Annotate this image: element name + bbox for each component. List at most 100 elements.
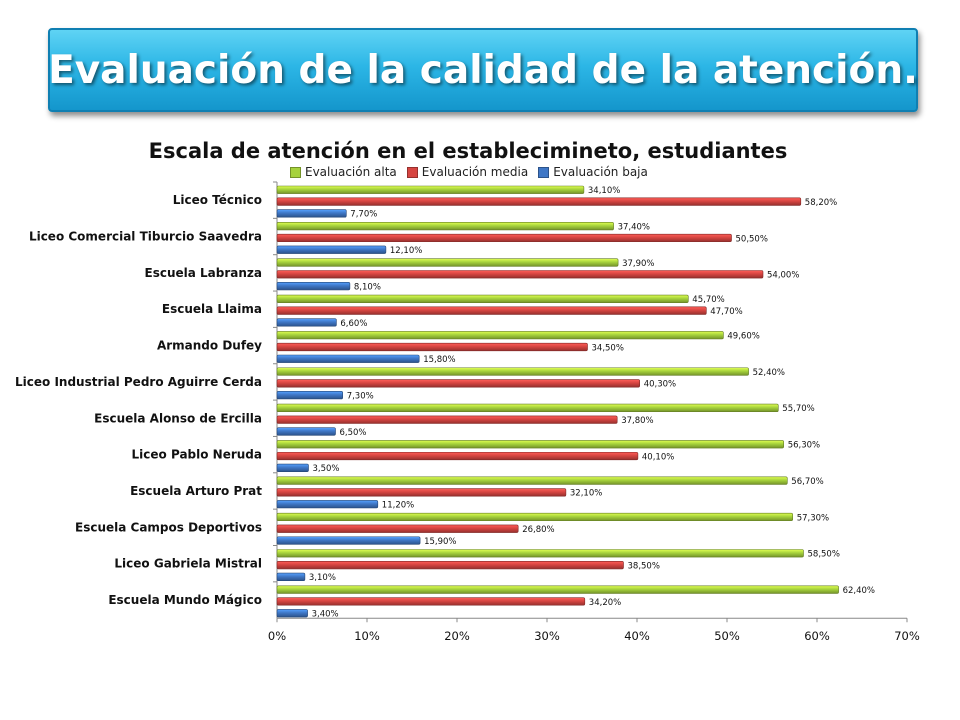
- data-label-baja: 6,60%: [340, 319, 367, 329]
- bar-alta: [276, 367, 749, 376]
- data-label-alta: 56,30%: [788, 441, 820, 451]
- legend-swatch-baja: [538, 166, 550, 178]
- x-tick-label: 60%: [804, 629, 830, 643]
- bar-alta: [276, 585, 839, 594]
- bar-baja: [276, 245, 387, 254]
- bar-media: [276, 488, 567, 497]
- data-label-media: 34,50%: [592, 343, 624, 353]
- data-label-baja: 6,50%: [340, 428, 367, 438]
- bar-baja: [276, 209, 347, 218]
- category-label: Liceo Técnico: [173, 193, 262, 207]
- chart-title: Escala de atención en el establecimineto…: [148, 139, 788, 163]
- bar-media: [276, 270, 764, 279]
- legend-label-baja: Evaluación baja: [553, 165, 648, 179]
- data-label-baja: 3,40%: [312, 610, 339, 620]
- bar-baja: [276, 463, 309, 472]
- category-label: Liceo Gabriela Mistral: [114, 557, 262, 571]
- bar-alta: [276, 185, 585, 194]
- bar-baja: [276, 354, 420, 363]
- slide-title: Evaluación de la calidad de la atención.: [48, 47, 918, 93]
- data-label-media: 34,20%: [589, 598, 621, 608]
- bar-media: [276, 597, 586, 606]
- data-label-alta: 49,60%: [727, 332, 759, 342]
- bar-media: [276, 233, 732, 243]
- data-label-alta: 37,90%: [622, 259, 654, 269]
- category-label: Escuela Arturo Prat: [130, 484, 262, 498]
- category-label: Escuela Mundo Mágico: [108, 593, 262, 607]
- bar-baja: [276, 609, 308, 618]
- category-label: Escuela Alonso de Ercilla: [94, 411, 262, 425]
- bar-media: [276, 306, 707, 315]
- x-tick-label: 70%: [894, 629, 920, 643]
- data-label-baja: 15,80%: [423, 355, 455, 365]
- data-label-alta: 37,40%: [618, 222, 650, 232]
- bar-media: [276, 451, 639, 461]
- bar-baja: [276, 427, 336, 436]
- legend-item-media: Evaluación media: [406, 165, 529, 179]
- bar-media: [276, 379, 641, 388]
- bar-alta: [276, 403, 779, 413]
- data-label-alta: 56,70%: [791, 477, 823, 487]
- x-tick-label: 10%: [354, 629, 380, 643]
- data-label-media: 47,70%: [710, 307, 742, 317]
- data-label-baja: 3,50%: [313, 464, 340, 474]
- x-tick-label: 0%: [268, 629, 286, 643]
- bar-alta: [276, 512, 794, 522]
- category-label: Liceo Comercial Tiburcio Saavedra: [29, 230, 262, 244]
- data-label-media: 54,00%: [767, 271, 799, 281]
- data-label-alta: 57,30%: [797, 513, 829, 523]
- legend-label-media: Evaluación media: [421, 165, 529, 179]
- category-label: Escuela Llaima: [162, 302, 262, 316]
- data-label-baja: 8,10%: [354, 282, 381, 292]
- data-label-media: 32,10%: [570, 489, 602, 499]
- data-label-alta: 62,40%: [843, 586, 875, 596]
- bar-media: [276, 524, 519, 533]
- bar-media: [276, 415, 618, 424]
- data-label-baja: 3,10%: [309, 573, 336, 583]
- x-tick-label: 20%: [444, 629, 470, 643]
- x-tick-label: 40%: [624, 629, 650, 643]
- bar-alta: [276, 549, 804, 558]
- x-tick-label: 30%: [534, 629, 560, 643]
- data-label-media: 58,20%: [805, 198, 837, 208]
- data-label-alta: 55,70%: [782, 404, 814, 414]
- data-label-alta: 45,70%: [692, 295, 724, 305]
- bar-media: [276, 197, 802, 206]
- legend-item-baja: Evaluación baja: [538, 165, 648, 179]
- chart-legend: Evaluación alta Evaluación media Evaluac…: [290, 163, 648, 181]
- data-label-media: 26,80%: [522, 525, 554, 535]
- data-label-media: 38,50%: [628, 561, 660, 571]
- data-label-baja: 7,70%: [350, 210, 377, 220]
- legend-item-alta: Evaluación alta: [290, 165, 397, 179]
- category-label: Liceo Industrial Pedro Aguirre Cerda: [15, 375, 262, 389]
- bar-baja: [276, 391, 343, 400]
- bar-alta: [276, 294, 689, 303]
- bar-baja: [276, 572, 306, 581]
- bar-baja: [276, 281, 351, 291]
- bar-media: [276, 560, 624, 570]
- data-label-baja: 11,20%: [382, 501, 414, 511]
- bar-alta: [276, 258, 619, 267]
- bar-baja: [276, 318, 337, 327]
- x-tick-label: 50%: [714, 629, 740, 643]
- legend-swatch-alta: [290, 166, 301, 178]
- data-label-media: 40,10%: [642, 452, 674, 462]
- bar-alta: [276, 222, 614, 231]
- data-label-alta: 52,40%: [753, 368, 785, 378]
- category-label: Armando Dufey: [157, 339, 262, 353]
- data-label-alta: 58,50%: [808, 550, 840, 560]
- bar-alta: [276, 440, 785, 449]
- category-label: Liceo Pablo Neruda: [132, 448, 262, 462]
- data-label-baja: 7,30%: [347, 391, 374, 401]
- category-label: Escuela Labranza: [145, 266, 263, 280]
- legend-label-alta: Evaluación alta: [305, 165, 397, 179]
- data-label-media: 37,80%: [621, 416, 653, 426]
- data-label-media: 40,30%: [644, 380, 676, 390]
- bar-baja: [276, 500, 379, 509]
- category-label: Escuela Campos Deportivos: [75, 520, 262, 534]
- title-banner: Evaluación de la calidad de la atención.: [48, 28, 918, 112]
- data-label-baja: 15,90%: [424, 537, 456, 547]
- data-label-alta: 34,10%: [588, 186, 620, 196]
- bar-alta: [276, 331, 724, 340]
